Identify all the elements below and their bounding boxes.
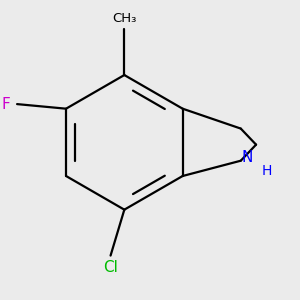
Text: N: N (241, 150, 253, 165)
Text: F: F (2, 97, 11, 112)
Text: Cl: Cl (103, 260, 118, 275)
Text: CH₃: CH₃ (112, 12, 136, 25)
Text: H: H (262, 164, 272, 178)
